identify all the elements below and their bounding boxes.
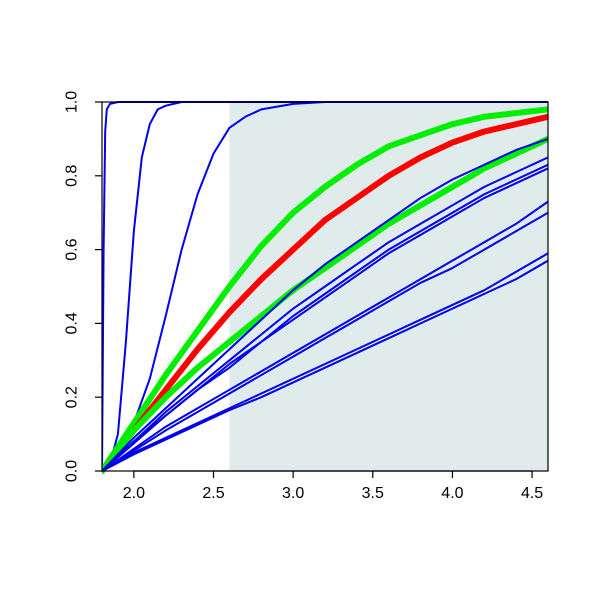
x-tick-label: 4.0 [441, 485, 463, 502]
series-line-6 [102, 135, 548, 474]
series-line-7 [102, 137, 548, 472]
series-group [102, 101, 548, 474]
y-tick-label: 0.2 [64, 386, 81, 408]
series-line-14 [102, 259, 548, 472]
y-tick-label: 0.8 [64, 165, 81, 187]
series-line-12 [102, 211, 548, 472]
x-tick-label: 3.0 [282, 485, 304, 502]
y-tick-label: 0.4 [64, 312, 81, 334]
axes: 2.0 2.5 3.0 3.5 4.0 4.5 0.0 0.2 0.4 0.6 0.8 1.0 [64, 91, 549, 502]
series-line-10 [102, 167, 548, 472]
y-tick-label: 1.0 [64, 91, 81, 113]
series-line-5 [102, 113, 548, 474]
series-line-8 [102, 156, 548, 472]
x-tick-label: 2.0 [123, 485, 145, 502]
series-line-13 [102, 252, 548, 472]
series-line-11 [102, 200, 548, 472]
x-tick-label: 3.5 [362, 485, 384, 502]
x-tick-label: 4.5 [521, 485, 543, 502]
y-tick-label: 0.6 [64, 238, 81, 260]
y-tick-label: 0.0 [64, 460, 81, 482]
plot-area [102, 101, 548, 474]
series-line-4 [102, 106, 548, 474]
x-tick-label: 2.5 [202, 485, 224, 502]
